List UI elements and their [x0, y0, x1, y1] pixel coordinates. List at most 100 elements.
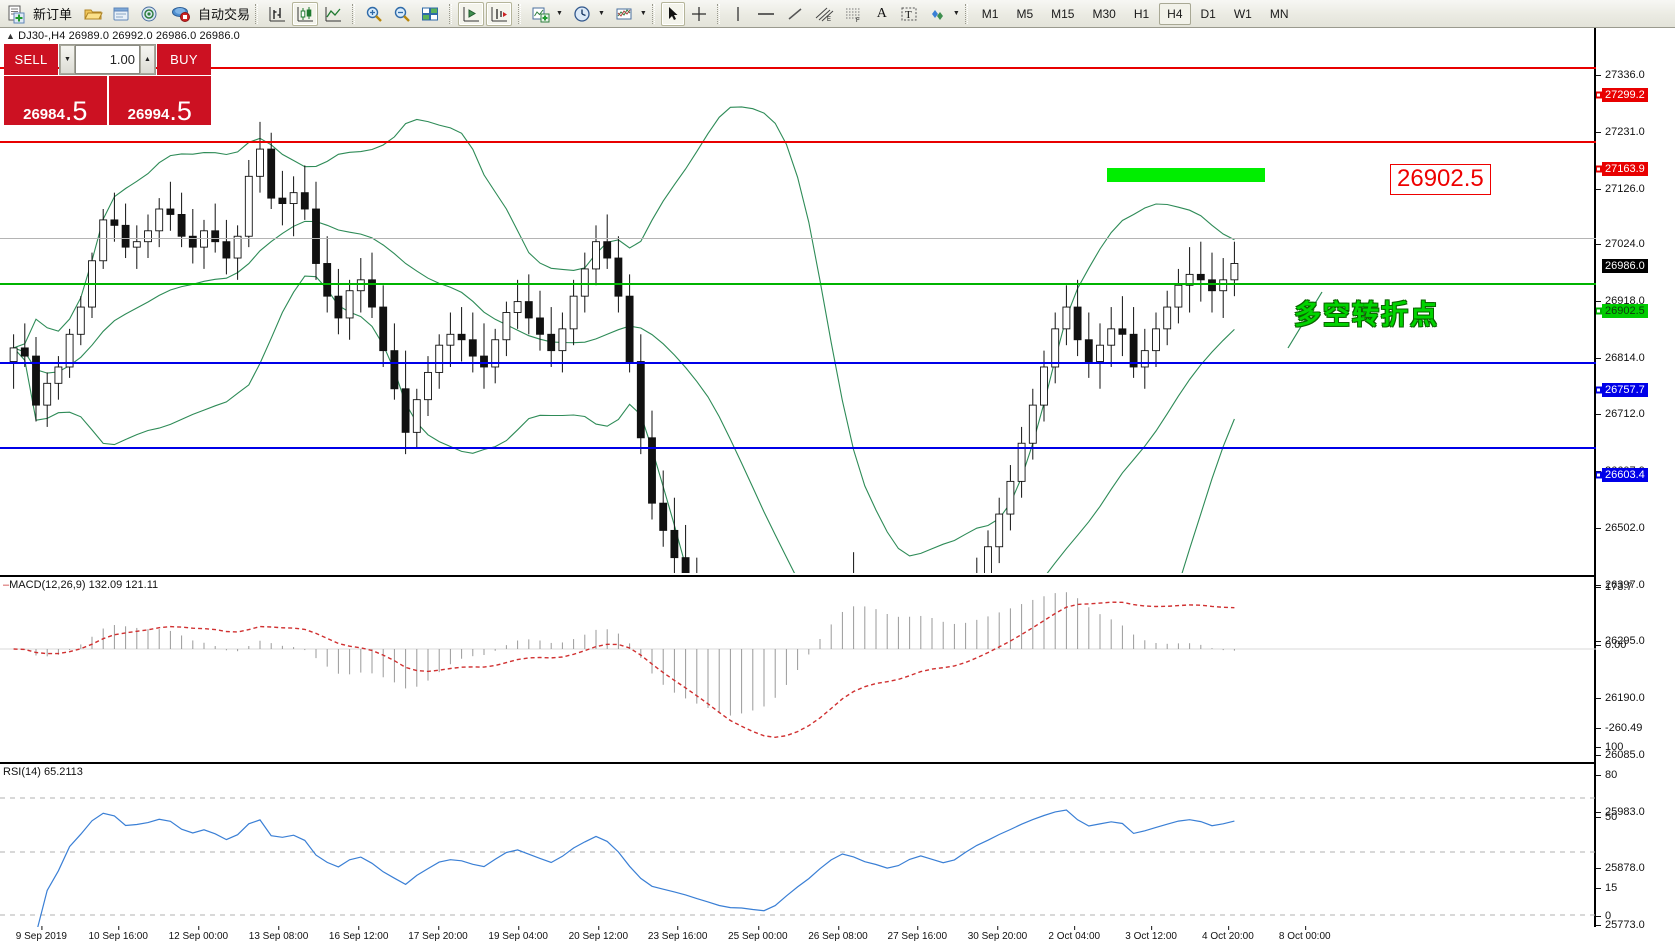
chart-shift-icon[interactable] [458, 1, 485, 26]
timeframe-m15[interactable]: M15 [1051, 6, 1075, 21]
text-label-icon[interactable]: T [896, 2, 922, 26]
new-order-label[interactable]: 新订单 [33, 7, 73, 22]
buy-price-display[interactable]: 26994.5 [108, 76, 211, 125]
chart-plot[interactable]: ▲ DJ30-,H4 26989.0 26992.0 26986.0 26986… [0, 28, 1596, 949]
zoom-in-icon[interactable] [361, 2, 387, 26]
one-click-trading-panel[interactable]: SELL ▼ 1.00 ▲ BUY 26984.5 26994.5 [4, 44, 211, 125]
buy-button[interactable]: BUY [157, 44, 211, 75]
data-window-icon[interactable] [108, 2, 134, 26]
price-badge-support[interactable]: 26603.4 [1602, 468, 1648, 482]
timeframe-m5[interactable]: M5 [1016, 6, 1034, 21]
support-line-1[interactable] [0, 362, 1596, 364]
sell-button[interactable]: SELL [4, 44, 58, 75]
collapse-icon[interactable]: ▲ [6, 31, 16, 41]
rsi-svg [0, 797, 1596, 935]
macd-axis-tick: -260.49 [1596, 722, 1642, 734]
buy-price-integer: 26994 [127, 106, 170, 123]
shapes-icon[interactable] [924, 2, 950, 26]
horizontal-line-icon[interactable] [752, 2, 780, 26]
autotrading-icon[interactable] [168, 2, 194, 26]
timeframe-m30[interactable]: M30 [1092, 6, 1116, 21]
trendline-icon[interactable] [782, 2, 808, 26]
price-badge-last-price[interactable]: 26986.0 [1602, 259, 1648, 273]
sell-price-display[interactable]: 26984.5 [4, 76, 107, 125]
price-line-handle[interactable] [1595, 165, 1602, 173]
price-badge-resistance[interactable]: 27163.9 [1602, 162, 1648, 176]
macd-pane[interactable]: –MACD(12,26,9) 132.09 121.11 [0, 575, 1596, 760]
price-axis-tick: 27024.0 [1596, 238, 1645, 250]
time-axis-tick: 10 Sep 16:00 [88, 926, 148, 942]
chart-symbol-title: ▲ DJ30-,H4 26989.0 26992.0 26986.0 26986… [6, 30, 240, 42]
bar-chart-icon[interactable] [264, 2, 290, 26]
timeframe-m1[interactable]: M1 [981, 6, 999, 21]
crosshair-icon[interactable] [687, 2, 711, 26]
text-icon[interactable]: A [876, 5, 887, 21]
toolbar-separator [352, 3, 356, 24]
time-axis-tick: 30 Sep 20:00 [967, 926, 1028, 942]
volume-stepper[interactable]: ▼ 1.00 ▲ [59, 44, 156, 75]
tile-windows-icon[interactable] [417, 2, 443, 26]
price-axis-tick: 27336.0 [1596, 69, 1645, 81]
cursor-icon[interactable] [660, 1, 685, 26]
volume-decrement-icon[interactable]: ▼ [60, 45, 75, 74]
volume-increment-icon[interactable]: ▲ [140, 45, 155, 74]
sell-price-fraction: .5 [64, 95, 88, 126]
support-line-2[interactable] [0, 447, 1596, 449]
add-indicator-dropdown-icon[interactable]: ▼ [556, 10, 563, 17]
price-pane[interactable]: ▲ DJ30-,H4 26989.0 26992.0 26986.0 26986… [0, 28, 1596, 573]
price-candles-svg [9, 106, 1323, 573]
price-callout-label[interactable]: 26902.5 [1390, 164, 1491, 196]
auto-scroll-icon[interactable] [486, 1, 513, 26]
last-price-line [0, 238, 1596, 239]
navigator-icon[interactable] [136, 2, 162, 26]
time-axis-tick: 26 Sep 08:00 [808, 926, 868, 942]
timeframe-w1[interactable]: W1 [1233, 6, 1252, 21]
price-badge-support[interactable]: 26757.7 [1602, 383, 1648, 397]
resistance-line-1[interactable] [0, 67, 1596, 69]
toolbar-separator [255, 3, 259, 24]
templates-icon[interactable] [611, 2, 637, 26]
timeframe-d1[interactable]: D1 [1200, 6, 1216, 21]
templates-dropdown-icon[interactable]: ▼ [639, 10, 647, 17]
price-axis[interactable]: 27336.0 27231.0 27126.0 27024.0 26918.0 26814… [1595, 28, 1675, 949]
price-line-handle[interactable] [1595, 91, 1602, 99]
equidistant-channel-icon[interactable]: E [810, 2, 838, 26]
time-axis-tick: 8 Oct 00:00 [1278, 926, 1331, 942]
price-line-handle[interactable] [1595, 307, 1602, 315]
price-badge-pivot[interactable]: 26902.5 [1602, 304, 1648, 318]
price-line-handle[interactable] [1595, 386, 1602, 394]
zoom-out-icon[interactable] [389, 2, 415, 26]
macd-title: –MACD(12,26,9) 132.09 121.11 [3, 579, 158, 591]
timeframe-h4[interactable]: H4 [1159, 2, 1191, 25]
periods-dropdown-icon[interactable]: ▼ [597, 10, 605, 17]
time-axis-tick: 27 Sep 16:00 [887, 926, 948, 942]
time-axis-tick: 17 Sep 20:00 [408, 926, 468, 942]
rsi-pane[interactable]: RSI(14) 65.2113 [0, 762, 1596, 947]
highlight-band[interactable] [1107, 168, 1265, 182]
periods-icon[interactable] [569, 2, 595, 26]
price-badge-resistance[interactable]: 27299.2 [1602, 88, 1648, 102]
resistance-line-2[interactable] [0, 141, 1596, 143]
pivot-line[interactable] [0, 283, 1596, 285]
volume-input[interactable]: 1.00 [75, 45, 140, 74]
time-axis-tick: 20 Sep 12:00 [568, 926, 629, 942]
timeframe-mn[interactable]: MN [1269, 6, 1289, 21]
shapes-dropdown-icon[interactable]: ▼ [952, 10, 960, 17]
timeframe-h1[interactable]: H1 [1133, 6, 1150, 21]
chinese-annotation[interactable]: 多空转折点 [1294, 300, 1439, 331]
vertical-line-icon[interactable] [726, 2, 750, 26]
autotrading-label[interactable]: 自动交易 [198, 7, 251, 22]
svg-text:E: E [827, 17, 831, 23]
fibonacci-icon[interactable]: F [840, 2, 868, 26]
new-order-icon[interactable] [3, 2, 29, 26]
time-axis[interactable]: 9 Sep 2019 10 Sep 16:00 12 Sep 00:00 13 Sep… [0, 926, 1596, 949]
rsi-label: RSI(14) 65.2113 [3, 766, 83, 778]
macd-svg [0, 592, 1596, 739]
folder-icon[interactable] [80, 2, 106, 26]
add-indicator-icon[interactable] [527, 2, 553, 26]
rsi-axis-tick: 15 [1596, 882, 1617, 894]
chart-area[interactable]: 27336.0 27231.0 27126.0 27024.0 26918.0 26814… [0, 28, 1675, 949]
candlestick-chart-icon[interactable] [292, 1, 319, 26]
price-line-handle[interactable] [1595, 471, 1602, 479]
line-chart-icon[interactable] [320, 2, 346, 26]
